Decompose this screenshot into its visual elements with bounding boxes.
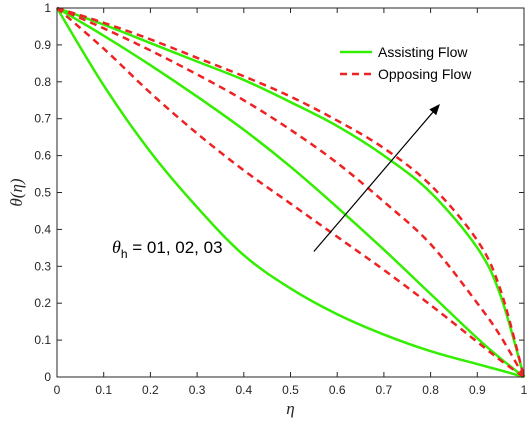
x-tick-label: 0.7: [376, 383, 393, 397]
x-tick-label: 1: [521, 383, 528, 397]
y-tick-label: 0.1: [34, 333, 51, 347]
x-tick-label: 0.3: [189, 383, 206, 397]
y-tick-label: 0.2: [34, 296, 51, 310]
x-tick-label: 0.1: [95, 383, 112, 397]
y-tick-label: 0.3: [34, 259, 51, 273]
assisting-series-line-0: [55, 7, 525, 379]
opposing-series-line-5: [56, 6, 526, 378]
y-tick-label: 0.5: [34, 186, 51, 200]
legend-box: [332, 32, 519, 89]
y-tick-label: 0.4: [34, 222, 51, 236]
y-tick-label: 0.9: [34, 38, 51, 52]
x-tick-label: 0.5: [282, 383, 299, 397]
annotation-symbol: θ: [112, 237, 121, 257]
x-tick-label: 0: [54, 383, 61, 397]
x-tick-label: 0.2: [142, 383, 159, 397]
x-tick-label: 0.9: [469, 383, 486, 397]
y-axis-label: θ(η): [7, 178, 26, 206]
assisting-series-line-1: [56, 6, 525, 378]
legend-label-opposing: Opposing Flow: [378, 66, 472, 82]
ticks-layer: 0 0.1 0.2 0.3 0.4 0.5 0.6 0.7 0.8 0.9 1 0 0.1 0.2 0.3 0…: [34, 1, 527, 397]
y-tick-label: 0.6: [34, 149, 51, 163]
y-tick-label: 0.8: [34, 75, 51, 89]
legend-label-assisting: Assisting Flow: [378, 44, 468, 60]
series-layer: [55, 6, 526, 379]
x-axis-label: η: [286, 399, 294, 418]
annotation-text: = 01, 02, 03: [128, 238, 223, 257]
opposing-series-line-3: [56, 7, 525, 379]
annotation-label: θh = 01, 02, 03: [112, 237, 223, 261]
x-tick-label: 0.6: [329, 383, 346, 397]
y-tick-label: 0.7: [34, 112, 51, 126]
annotation-subscript: h: [121, 247, 128, 261]
assisting-series-line-2: [56, 6, 526, 378]
x-tick-label: 0.4: [235, 383, 252, 397]
annotation: θh = 01, 02, 03: [112, 103, 440, 261]
opposing-series-line-4: [56, 6, 526, 378]
annotation-arrow: [313, 111, 434, 252]
x-tick-label: 0.8: [422, 383, 439, 397]
y-tick-label: 1: [44, 1, 51, 15]
y-tick-label: 0: [44, 370, 51, 384]
annotation-arrowhead: [429, 103, 440, 116]
legend: Assisting Flow Opposing Flow: [332, 32, 519, 89]
